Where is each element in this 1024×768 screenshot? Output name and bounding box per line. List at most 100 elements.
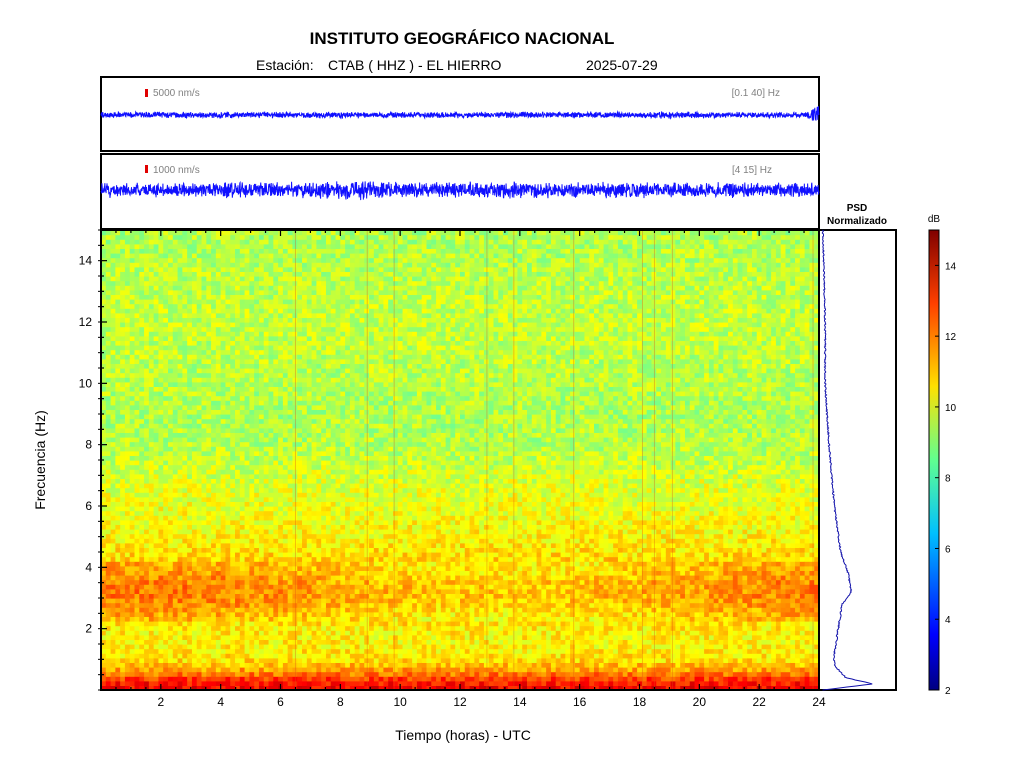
spectrogram-cell (153, 358, 160, 364)
spectrogram-cell (191, 248, 198, 254)
spectrogram-cell (325, 441, 332, 447)
spectrogram-cell (101, 519, 107, 525)
spectrogram-cell (302, 317, 308, 323)
spectrogram-cell (163, 501, 169, 507)
spectrogram-cell (263, 680, 270, 686)
spectrogram-cell (235, 501, 241, 507)
spectrogram-cell (335, 441, 341, 447)
spectrogram-cell (263, 381, 270, 387)
spectrogram-cell (282, 230, 289, 236)
spectrogram-cell (335, 639, 341, 645)
spectrogram-cell (115, 363, 121, 369)
spectrogram-cell (230, 621, 236, 627)
spectrogram-cell (325, 575, 332, 581)
spectrogram-cell (335, 455, 341, 461)
spectrogram-cell (330, 409, 337, 415)
spectrogram-cell (115, 653, 121, 659)
spectrogram-cell (206, 395, 212, 401)
spectrogram-cell (110, 676, 116, 682)
spectrogram-cell (335, 524, 341, 530)
spectrogram-cell (302, 234, 308, 240)
spectrogram-cell (273, 450, 279, 456)
spectrogram-cell (201, 386, 207, 392)
spectrogram-cell (263, 354, 270, 360)
spectrogram-cell (220, 588, 227, 594)
spectrogram-cell (196, 280, 203, 286)
scale-bar-broadband (145, 89, 148, 97)
spectrogram-cell (177, 266, 183, 272)
spectrogram-cell (273, 248, 279, 254)
spectrogram-cell (201, 607, 207, 613)
spectrogram-cell (105, 625, 112, 631)
spectrogram-cell (321, 469, 327, 475)
spectrogram-cell (110, 432, 116, 438)
spectrogram-cell (325, 621, 332, 627)
spectrogram-cell (225, 561, 231, 567)
spectrogram-cell (206, 257, 212, 263)
spectrogram-cell (220, 519, 227, 525)
spectrogram-cell (177, 492, 183, 498)
spectrogram-cell (287, 294, 294, 300)
spectrogram-cell (235, 285, 241, 291)
spectrogram-cell (220, 464, 227, 470)
spectrogram-cell (263, 322, 270, 328)
spectrogram-cell (168, 450, 174, 456)
spectrogram-cell (230, 648, 236, 654)
spectrogram-cell (268, 575, 274, 581)
spectrogram-cell (120, 653, 126, 659)
spectrogram-cell (239, 372, 246, 378)
spectrogram-cell (168, 285, 174, 291)
spectrogram-cell (297, 588, 303, 594)
spectrogram-cell (201, 510, 207, 516)
spectrogram-cell (273, 354, 279, 360)
spectrogram-cell (191, 289, 198, 295)
spectrogram-cell (268, 280, 274, 286)
spectrogram-cell (306, 303, 313, 309)
spectrogram-cell (230, 483, 236, 489)
spectrogram-cell (306, 556, 313, 562)
spectrogram-cell (321, 492, 327, 498)
spectrogram-cell (148, 253, 155, 259)
spectrogram-cell (302, 276, 308, 282)
spectrogram-cell (311, 515, 317, 521)
spectrogram-cell (254, 335, 260, 341)
spectrogram-cell (287, 414, 294, 420)
spectrogram-cell (302, 354, 308, 360)
spectrogram-cell (273, 414, 279, 420)
spectrogram-cell (115, 395, 121, 401)
spectrogram-cell (148, 676, 155, 682)
spectrogram-cell (258, 450, 265, 456)
spectrogram-cell (124, 262, 131, 268)
spectrogram-cell (206, 501, 212, 507)
spectrogram-cell (110, 510, 116, 516)
spectrogram-cell (206, 460, 212, 466)
spectrogram-cell (158, 570, 164, 576)
spectrogram-cell (302, 381, 308, 387)
spectrogram-cell (321, 354, 327, 360)
spectrogram-cell (124, 248, 131, 254)
spectrogram-cell (129, 322, 136, 328)
spectrogram-cell (335, 414, 341, 420)
spectrogram-cell (129, 621, 136, 627)
spectrogram-cell (129, 257, 136, 263)
spectrogram-cell (182, 644, 188, 650)
spectrogram-cell (287, 349, 294, 355)
spectrogram-cell (316, 303, 322, 309)
spectrogram-cell (158, 289, 164, 295)
spectrogram-cell (129, 579, 136, 585)
spectrogram-cell (321, 501, 327, 507)
spectrogram-cell (244, 423, 250, 429)
spectrogram-cell (225, 303, 231, 309)
spectrogram-cell (249, 427, 255, 433)
spectrogram-cell (215, 230, 222, 236)
spectrogram-cell (215, 234, 222, 240)
spectrogram-cell (330, 657, 337, 663)
spectrogram-cell (311, 400, 317, 406)
spectrogram-cell (278, 423, 284, 429)
spectrogram-cell (235, 335, 241, 341)
spectrogram-cell (182, 395, 188, 401)
spectrogram-cell (177, 575, 183, 581)
spectrogram-cell (177, 588, 183, 594)
spectrogram-cell (330, 335, 337, 341)
spectrogram-cell (201, 358, 207, 364)
